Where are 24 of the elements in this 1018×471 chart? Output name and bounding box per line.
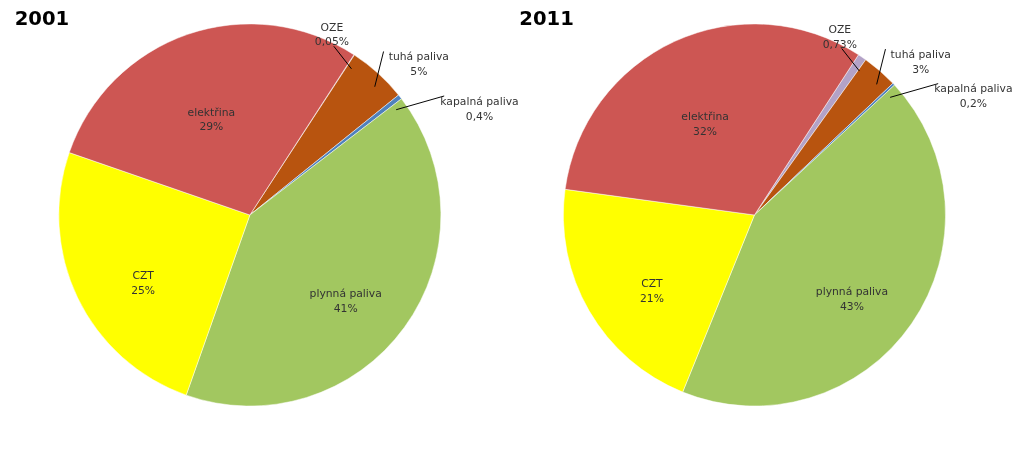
slice-label: kapalná paliva [934,82,1013,96]
data-label: 25% [131,283,156,297]
data-label: 5% [410,65,428,78]
slice-label: tuhá paliva [388,50,449,64]
data-label: 3% [912,62,930,76]
slice-label: CZT [641,277,664,291]
data-label: 32% [693,124,718,138]
data-label: 41% [333,302,358,316]
data-label: 0,2% [959,97,988,111]
slice-label: plynná paliva [815,285,889,299]
slice-label: plynná paliva [309,287,382,301]
slice-label: elektřina [187,105,236,119]
chart-title: 2011 [519,6,574,30]
slice-label: CZT [132,269,155,283]
slice-label: tuhá paliva [890,47,951,61]
chart-title: 2001 [14,6,70,30]
data-label: 29% [199,120,224,134]
data-label: 0,4% [465,109,494,123]
slice-label: elektřina [681,110,729,124]
data-label: 21% [639,291,664,305]
data-label: 43% [839,299,864,313]
slice-label: OZE [320,20,344,34]
slice-label: kapalná paliva [440,94,519,108]
slice-label: OZE [828,22,852,36]
